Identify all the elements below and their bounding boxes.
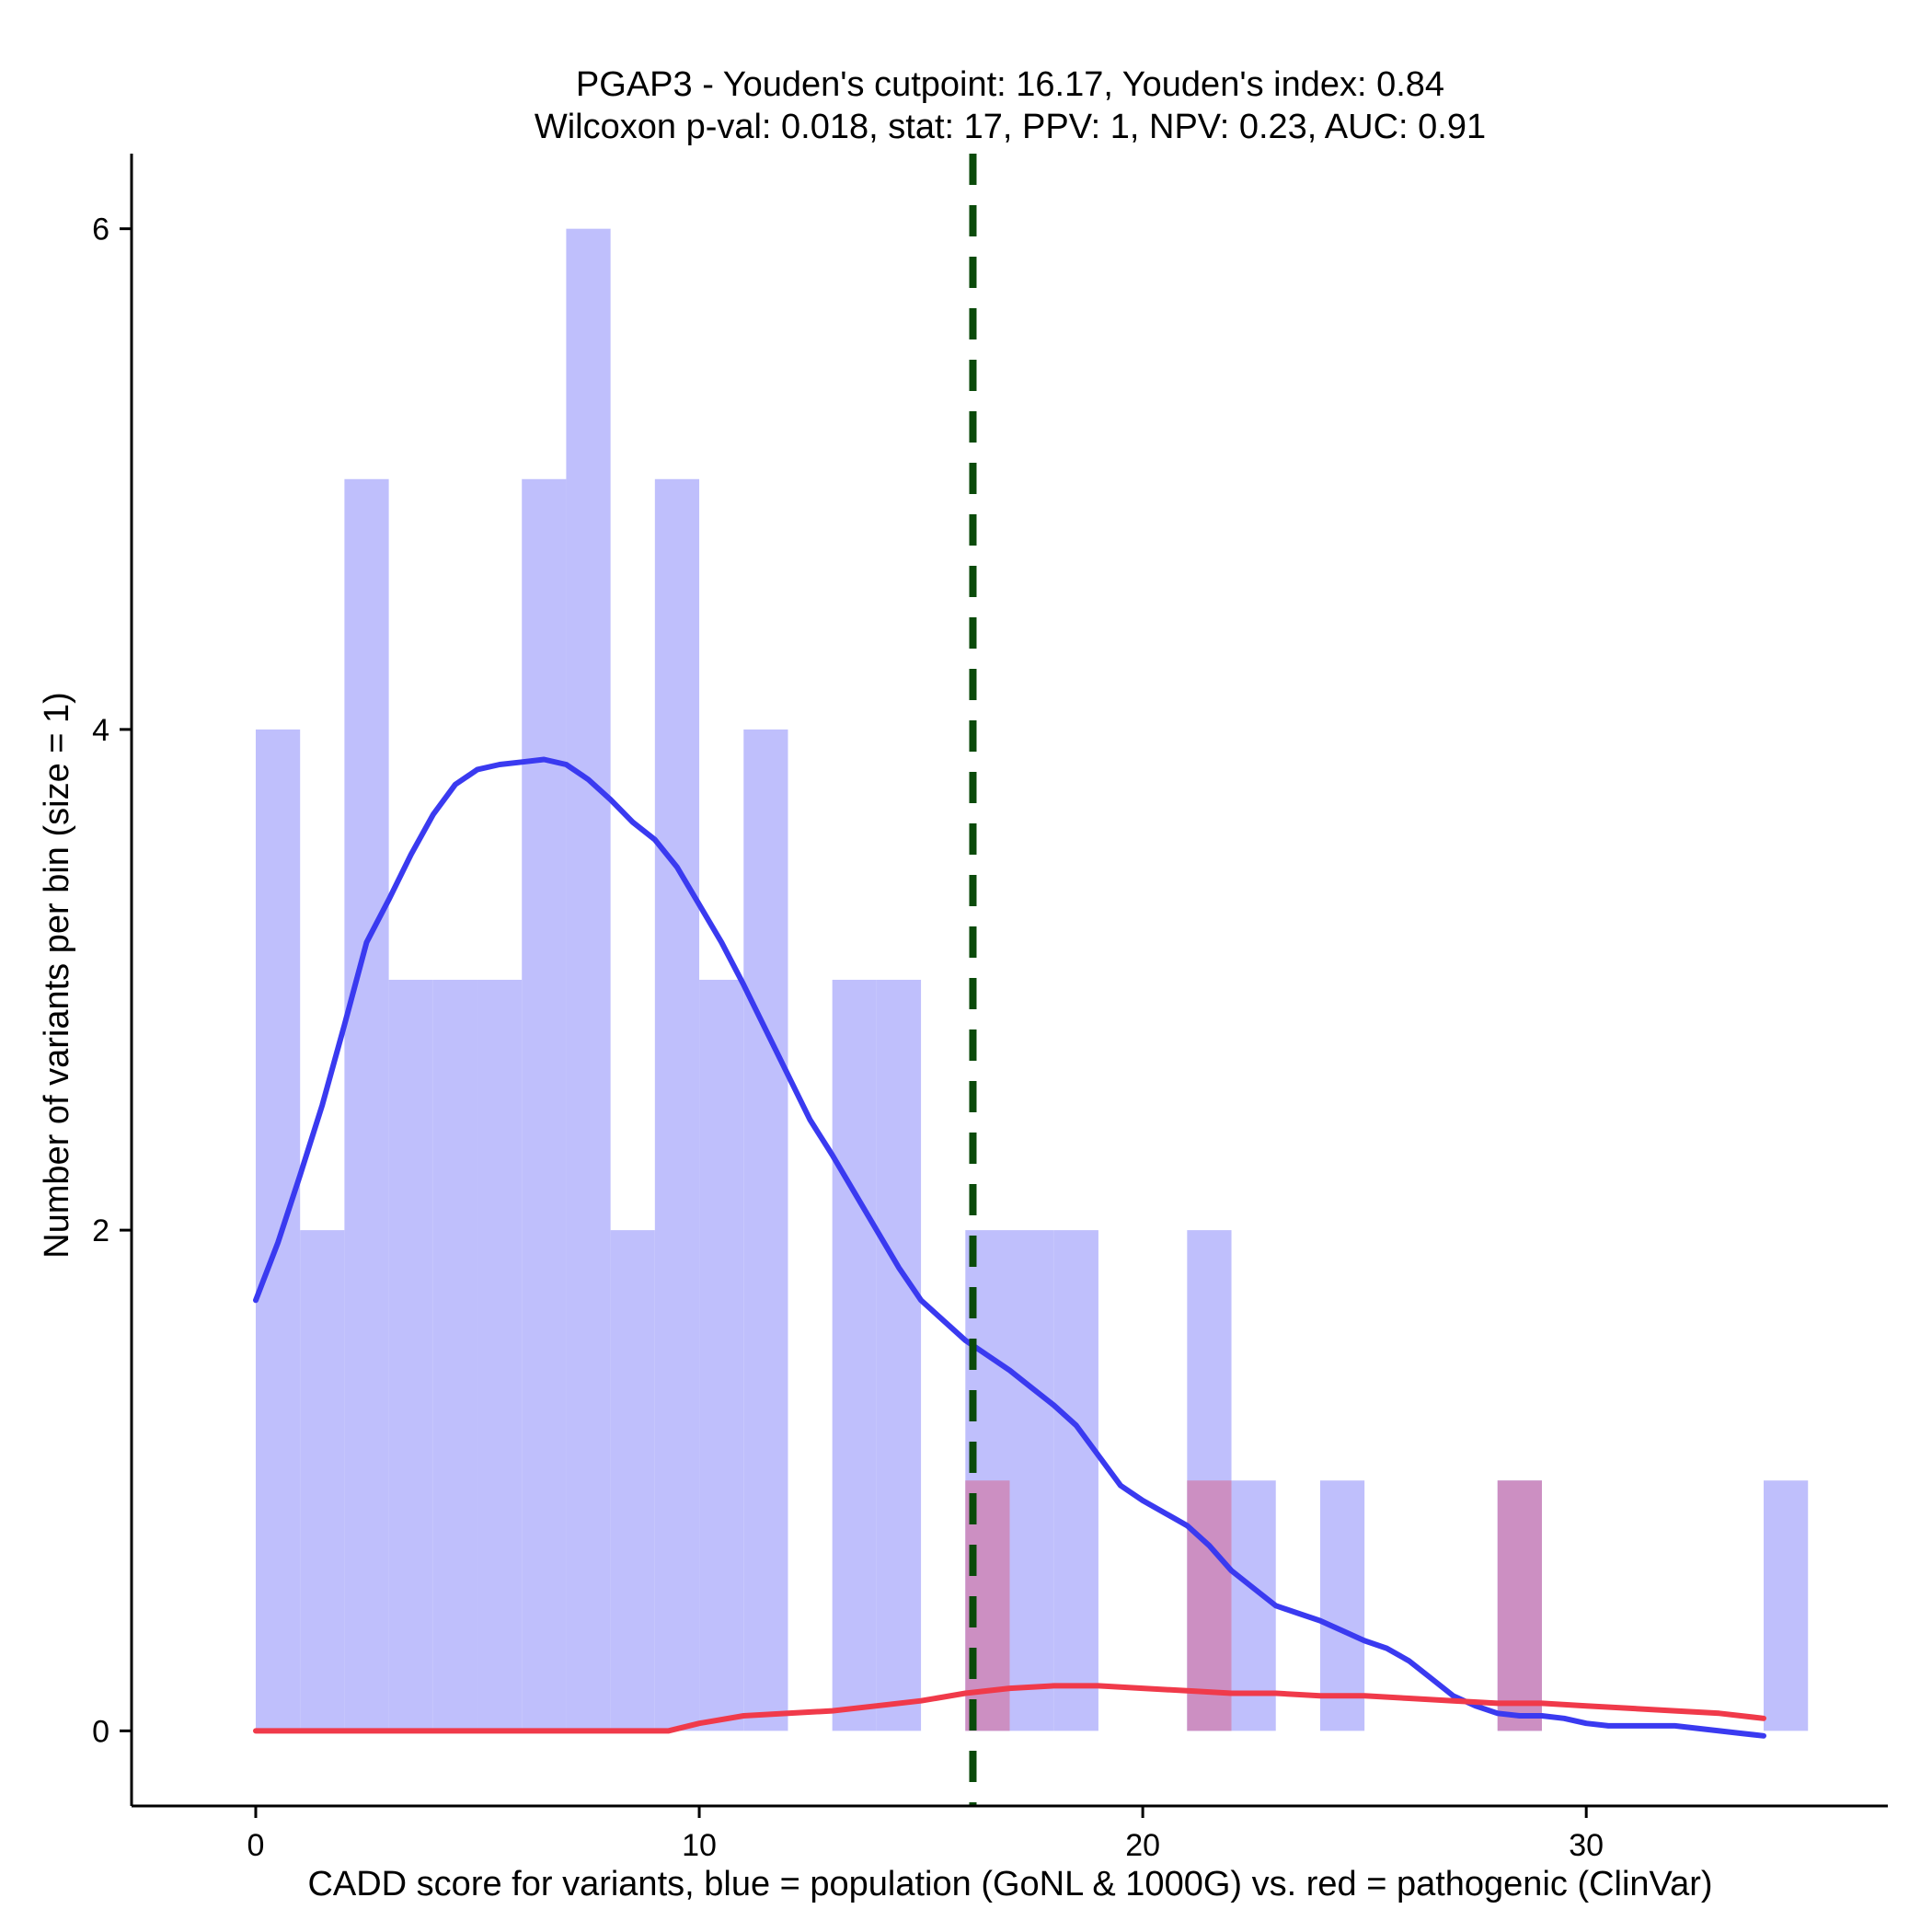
histogram-bar (1319, 1480, 1365, 1731)
x-tick-label: 10 (682, 1828, 717, 1863)
histogram-bar (388, 980, 433, 1731)
axes (130, 154, 1888, 1808)
histogram-bar (1053, 1230, 1098, 1731)
chart-title-line1: PGAP3 - Youden's cutpoint: 16.17, Youden… (576, 65, 1444, 104)
x-tick-label: 30 (1569, 1828, 1604, 1863)
x-tick-label: 0 (247, 1828, 265, 1863)
y-tick-label: 0 (92, 1714, 109, 1749)
histogram-bar (522, 478, 567, 1731)
x-axis-ticks: 0 10 20 30 (247, 1806, 1604, 1863)
histogram-bar (566, 228, 611, 1731)
histogram-bar (876, 980, 922, 1731)
histogram-bar (255, 729, 301, 1731)
x-tick-label: 20 (1125, 1828, 1160, 1863)
histogram-bar (743, 729, 788, 1731)
y-tick-label: 6 (92, 213, 109, 247)
y-tick-label: 4 (92, 713, 109, 748)
pathogenic-histogram (965, 1480, 1542, 1731)
histogram-bar (832, 980, 877, 1731)
x-axis-label: CADD score for variants, blue = populati… (307, 1865, 1712, 1903)
population-histogram (255, 228, 1809, 1731)
histogram-bar (1231, 1480, 1276, 1731)
chart-title-line2: Wilcoxon p-val: 0.018, stat: 17, PPV: 1,… (535, 108, 1486, 146)
histogram-bar (654, 478, 700, 1731)
y-axis-label: Number of variants per bin (size = 1) (38, 692, 76, 1259)
histogram-bar (610, 1230, 655, 1731)
density-line (253, 756, 1766, 1739)
density-line (253, 1683, 1766, 1734)
histogram-bar (300, 1230, 345, 1731)
histogram-bar (432, 980, 478, 1731)
histogram-bar (1764, 1480, 1809, 1731)
histogram-bar (344, 478, 389, 1731)
y-axis-ticks: 0 2 4 6 (92, 213, 132, 1749)
histogram-bar (1497, 1480, 1542, 1731)
y-tick-label: 2 (92, 1213, 109, 1248)
histogram-bar (699, 980, 744, 1731)
histogram-bar (1009, 1230, 1054, 1731)
histogram-bar (477, 980, 523, 1731)
density-curves (253, 756, 1766, 1739)
